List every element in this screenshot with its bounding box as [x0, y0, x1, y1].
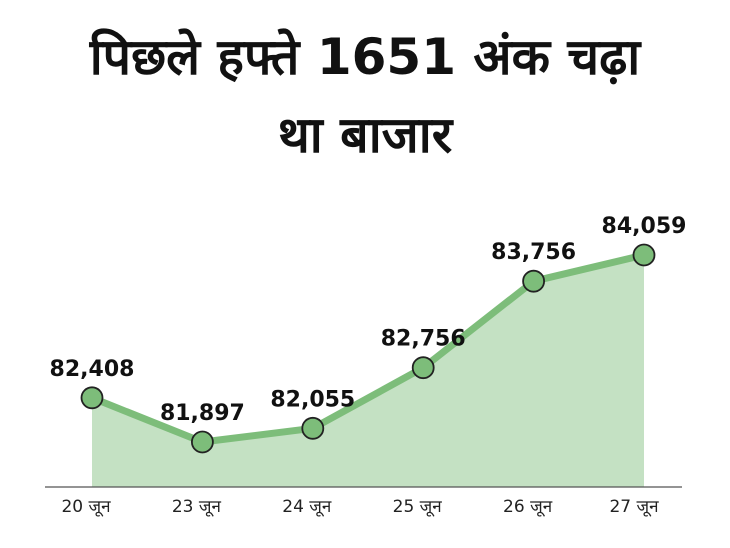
line [90, 251, 645, 446]
point [301, 416, 325, 440]
value-label: 82,408 [50, 357, 135, 382]
value-label: 81,897 [160, 401, 245, 426]
x-tick-label: 24 जून [282, 497, 332, 517]
point [411, 356, 435, 380]
value-label: 82,055 [270, 387, 355, 412]
value-label: 82,756 [381, 327, 466, 352]
x-tick-label: 23 जून [172, 497, 222, 517]
value-label: 83,756 [491, 240, 576, 265]
x-tick-label: 20 जून [61, 497, 111, 517]
area [92, 255, 644, 487]
point [190, 430, 214, 454]
value-label: 84,059 [602, 214, 687, 239]
x-tick-label: 25 जून [393, 497, 443, 517]
point [522, 269, 545, 293]
point [80, 386, 104, 410]
point [632, 243, 656, 267]
chart-title: पिछले हफ्ते 1651 अंक चढ़ा था बाजार [89, 28, 641, 164]
x-tick-label: 26 जून [503, 497, 553, 517]
x-tick-label: 27 जून [609, 497, 659, 517]
